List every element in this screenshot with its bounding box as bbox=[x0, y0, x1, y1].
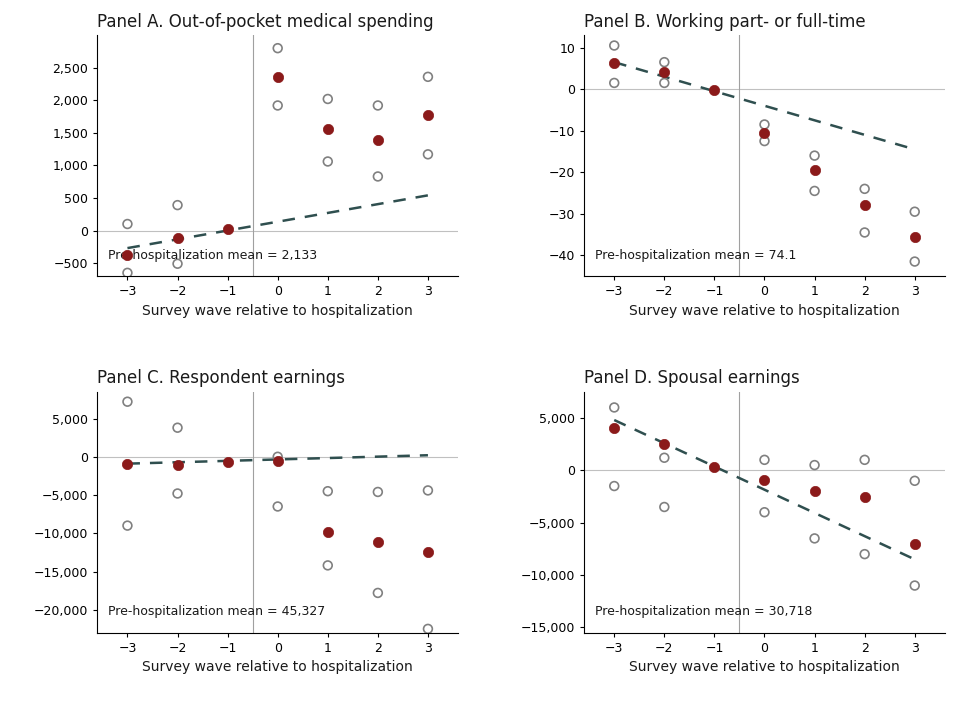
Point bbox=[607, 480, 622, 491]
Point bbox=[270, 451, 285, 463]
Point bbox=[370, 486, 386, 498]
Point bbox=[857, 454, 873, 465]
Point bbox=[320, 560, 336, 571]
Point bbox=[220, 456, 236, 467]
Point bbox=[907, 231, 922, 243]
Point bbox=[320, 526, 336, 537]
Point bbox=[806, 460, 822, 471]
Point bbox=[169, 422, 185, 433]
Point bbox=[270, 100, 285, 111]
Point bbox=[320, 123, 336, 134]
X-axis label: Survey wave relative to hospitalization: Survey wave relative to hospitalization bbox=[629, 304, 900, 318]
Point bbox=[757, 474, 772, 485]
Point bbox=[420, 71, 435, 82]
Text: Panel D. Spousal earnings: Panel D. Spousal earnings bbox=[584, 369, 800, 387]
Point bbox=[370, 100, 386, 111]
X-axis label: Survey wave relative to hospitalization: Survey wave relative to hospitalization bbox=[142, 660, 413, 674]
Point bbox=[806, 533, 822, 544]
Point bbox=[806, 186, 822, 197]
Point bbox=[370, 587, 386, 598]
Text: Panel B. Working part- or full-time: Panel B. Working part- or full-time bbox=[584, 13, 866, 31]
Point bbox=[370, 537, 386, 548]
Point bbox=[220, 223, 236, 234]
Point bbox=[907, 475, 922, 486]
Point bbox=[270, 43, 285, 54]
Point bbox=[857, 200, 873, 211]
Text: Panel A. Out-of-pocket medical spending: Panel A. Out-of-pocket medical spending bbox=[97, 13, 434, 31]
Point bbox=[370, 171, 386, 182]
Point bbox=[656, 501, 672, 512]
Point bbox=[806, 486, 822, 497]
Point bbox=[120, 458, 135, 470]
Point bbox=[607, 423, 622, 434]
Point bbox=[270, 501, 285, 512]
Text: Pre-hospitalization mean = 74.1: Pre-hospitalization mean = 74.1 bbox=[595, 249, 797, 262]
Point bbox=[706, 85, 722, 96]
Point bbox=[806, 150, 822, 161]
Point bbox=[607, 40, 622, 51]
Point bbox=[656, 452, 672, 463]
Point bbox=[757, 507, 772, 518]
Point bbox=[169, 460, 185, 471]
Point bbox=[420, 110, 435, 121]
Point bbox=[656, 66, 672, 77]
Point bbox=[169, 258, 185, 269]
Point bbox=[907, 256, 922, 267]
Point bbox=[757, 454, 772, 465]
Point bbox=[857, 491, 873, 502]
Point bbox=[806, 165, 822, 176]
Point bbox=[757, 127, 772, 138]
Point bbox=[607, 77, 622, 89]
Point bbox=[757, 119, 772, 130]
Point bbox=[420, 485, 435, 496]
Point bbox=[420, 624, 435, 635]
Point bbox=[607, 58, 622, 69]
Point bbox=[857, 548, 873, 560]
X-axis label: Survey wave relative to hospitalization: Survey wave relative to hospitalization bbox=[142, 304, 413, 318]
Point bbox=[120, 250, 135, 261]
Point bbox=[656, 56, 672, 67]
Point bbox=[907, 580, 922, 591]
Point bbox=[857, 183, 873, 195]
X-axis label: Survey wave relative to hospitalization: Survey wave relative to hospitalization bbox=[629, 660, 900, 674]
Point bbox=[656, 77, 672, 89]
Point bbox=[120, 267, 135, 278]
Point bbox=[706, 462, 722, 473]
Text: Pre-hospitalization mean = 2,133: Pre-hospitalization mean = 2,133 bbox=[108, 249, 318, 262]
Point bbox=[120, 520, 135, 531]
Point bbox=[907, 206, 922, 217]
Point bbox=[270, 455, 285, 466]
Point bbox=[420, 149, 435, 160]
Point bbox=[420, 547, 435, 558]
Point bbox=[320, 93, 336, 105]
Point bbox=[320, 156, 336, 167]
Point bbox=[169, 488, 185, 499]
Point bbox=[320, 486, 336, 497]
Point bbox=[370, 134, 386, 146]
Point bbox=[270, 72, 285, 83]
Point bbox=[169, 200, 185, 211]
Point bbox=[656, 439, 672, 450]
Text: Pre-hospitalization mean = 45,327: Pre-hospitalization mean = 45,327 bbox=[108, 605, 325, 618]
Point bbox=[120, 219, 135, 230]
Text: Pre-hospitalization mean = 30,718: Pre-hospitalization mean = 30,718 bbox=[595, 605, 812, 618]
Point bbox=[907, 538, 922, 549]
Point bbox=[120, 396, 135, 407]
Point bbox=[169, 232, 185, 243]
Point bbox=[757, 136, 772, 147]
Point bbox=[607, 402, 622, 413]
Text: Panel C. Respondent earnings: Panel C. Respondent earnings bbox=[97, 369, 346, 387]
Point bbox=[857, 227, 873, 238]
